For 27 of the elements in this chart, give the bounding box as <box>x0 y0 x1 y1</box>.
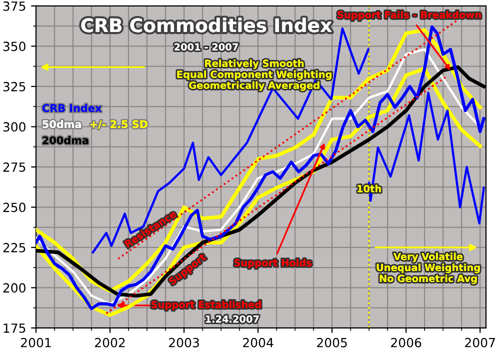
x-tick-label: 2001 <box>21 338 51 348</box>
x-tick-label: 2002 <box>95 338 125 348</box>
y-tick-label: 175 <box>4 324 26 333</box>
y-tick-label: 275 <box>3 162 26 172</box>
x-tick-label: 2003 <box>169 338 199 348</box>
text: 200dma <box>42 136 88 144</box>
y-tick-label: 325 <box>3 82 26 92</box>
x-tick-label: 2005 <box>317 338 347 348</box>
text: CRB Commodities Index <box>81 18 332 32</box>
y-tick-label: 250 <box>3 202 26 212</box>
text: 2001 - 2007 <box>174 43 238 51</box>
x-tick-label: 2004 <box>243 338 274 348</box>
annotation: Support Fails - Breakdown <box>338 10 481 20</box>
annotation: 1.24.2007 <box>206 315 259 323</box>
y-tick-label: 225 <box>3 242 26 252</box>
y-tick-label: 200 <box>3 283 26 293</box>
annotation: Support Holds <box>234 258 312 268</box>
y-tick-label: 350 <box>3 42 26 52</box>
text: CRB Index <box>42 104 102 112</box>
y-tick-label: 300 <box>3 122 26 132</box>
x-tick-label: 2007 <box>465 338 495 348</box>
text: +/- 2.5 SD <box>90 120 148 129</box>
y-tick-label: 375 <box>3 1 26 11</box>
annotation: Support Established <box>151 300 261 310</box>
annotation: Very Volatile Unequal Weighting No Geometric Avg <box>376 252 480 284</box>
x-tick-label: 2006 <box>391 338 422 348</box>
text: 50dma <box>42 120 81 128</box>
